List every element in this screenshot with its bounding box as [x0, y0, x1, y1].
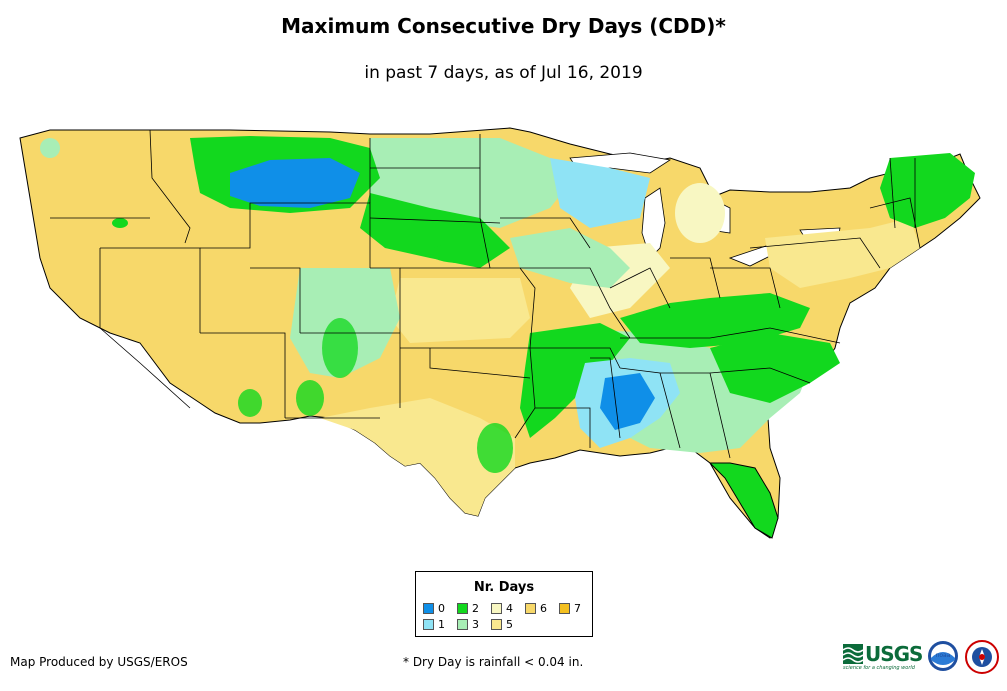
region-montana-blue [230, 158, 360, 208]
patch-kansas-green [430, 243, 490, 263]
legend-swatch-1 [423, 619, 434, 630]
usgs-wave-icon [843, 644, 863, 664]
legend-title: Nr. Days [473, 580, 535, 595]
patch-nm-green [296, 380, 324, 416]
state-boundaries [50, 129, 921, 459]
legend-swatch-2 [457, 603, 468, 614]
map-subtitle: in past 7 days, as of Jul 16, 2019 [364, 63, 643, 83]
noaa-logo-icon: noaa [928, 641, 958, 671]
legend-label: 3 [472, 618, 479, 631]
legend: Nr. Days 0 1 2 3 4 5 6 7 [415, 571, 593, 637]
patch-texas-coast-green [477, 423, 513, 473]
agency-logos: USGS science for a changing world noaa [843, 638, 1003, 680]
legend-swatch-7 [559, 603, 570, 614]
legend-label: 6 [540, 602, 547, 615]
patch-michigan-light [675, 183, 725, 243]
patch-oregon-green [112, 218, 128, 228]
patch-colorado-green [322, 318, 358, 378]
region-iowa-green [510, 228, 630, 288]
producer-credit: Map Produced by USGS/EROS [10, 655, 188, 669]
florida-land [708, 462, 779, 539]
region-carolinas-green [710, 333, 840, 403]
legend-swatch-3 [457, 619, 468, 630]
legend-label: 4 [506, 602, 513, 615]
map-title: Maximum Consecutive Dry Days (CDD)* [281, 14, 726, 38]
legend-label: 0 [438, 602, 445, 615]
region-ohio-valley-green [620, 293, 810, 348]
legend-label: 5 [506, 618, 513, 631]
svg-text:noaa: noaa [936, 652, 951, 659]
nws-logo-icon [965, 640, 999, 674]
legend-swatch-5 [491, 619, 502, 630]
dry-day-footnote: * Dry Day is rainfall < 0.04 in. [403, 655, 584, 669]
legend-label: 7 [574, 602, 581, 615]
cdd-map [19, 127, 981, 539]
usgs-tagline: science for a changing world [843, 665, 915, 671]
legend-label: 1 [438, 618, 445, 631]
region-northeast-light [765, 218, 920, 288]
region-wisconsin-cyan [550, 158, 650, 228]
region-mid-south-green [520, 323, 630, 438]
usgs-logo: USGS [865, 642, 923, 666]
legend-swatch-0 [423, 603, 434, 614]
lake-michigan [641, 187, 666, 259]
legend-swatch-4 [491, 603, 502, 614]
legend-label: 2 [472, 602, 479, 615]
patch-az-green [238, 389, 262, 417]
region-new-england-green [880, 153, 975, 228]
patch-wa-green [40, 138, 60, 158]
legend-swatch-6 [525, 603, 536, 614]
region-great-plains-light [390, 278, 530, 343]
region-tx-dry [320, 398, 515, 516]
